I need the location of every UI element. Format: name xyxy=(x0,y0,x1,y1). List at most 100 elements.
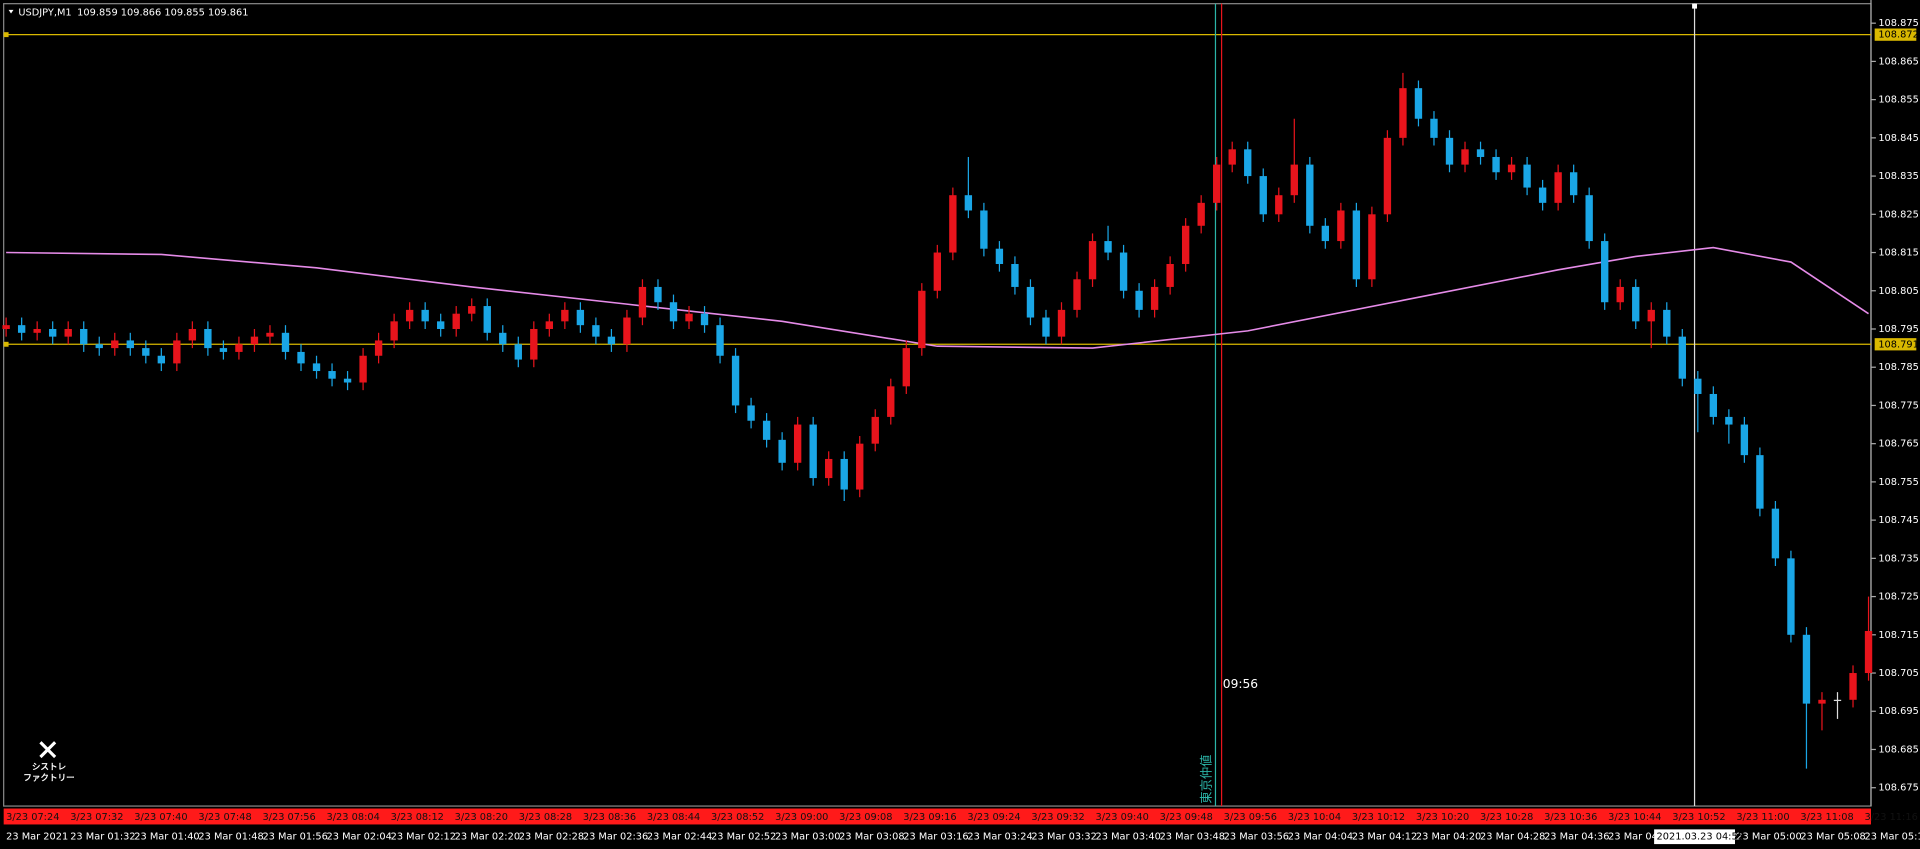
time-label: 3/23 08:44 xyxy=(647,812,700,823)
candle-body xyxy=(1601,241,1609,303)
candle-body xyxy=(778,439,786,463)
candle-body xyxy=(1585,195,1593,242)
candle-body xyxy=(297,351,305,364)
event-time: 09:56 xyxy=(1223,677,1258,691)
level-label: 108.872 xyxy=(1878,30,1918,41)
candle-body xyxy=(1150,286,1159,310)
date-label: 23 Mar 04:12 xyxy=(1352,832,1417,843)
y-tick-label: 108.815 xyxy=(1878,248,1918,259)
candle-body xyxy=(421,309,429,322)
date-label: 23 Mar 2021 xyxy=(6,832,68,843)
candle-body xyxy=(1166,264,1174,287)
candle-body xyxy=(157,355,166,364)
time-label: 3/23 09:24 xyxy=(967,812,1020,823)
date-label: 23 Mar 04:44 xyxy=(1608,832,1673,843)
date-label: 23 Mar 03:56 xyxy=(1224,832,1289,843)
candle-body xyxy=(1538,187,1547,203)
y-tick-label: 108.825 xyxy=(1878,209,1918,220)
logo-icon xyxy=(39,741,57,759)
time-label: 3/23 09:32 xyxy=(1031,812,1084,823)
date-label: 23 Mar 01:48 xyxy=(198,832,263,843)
candle-body xyxy=(1787,558,1795,635)
y-tick-label: 108.715 xyxy=(1878,630,1918,641)
candle-body xyxy=(1694,378,1702,394)
candle-body xyxy=(825,458,833,479)
time-label: 3/23 09:00 xyxy=(775,812,828,823)
date-label: 23 Mar 02:28 xyxy=(519,832,584,843)
candle-body xyxy=(1213,164,1221,203)
level-tag xyxy=(1874,338,1917,351)
candle-body xyxy=(1725,416,1733,425)
candle-body xyxy=(1756,455,1764,509)
time-label: 3/23 08:36 xyxy=(583,812,636,823)
candle-body xyxy=(281,332,290,352)
y-tick-label: 108.725 xyxy=(1878,592,1918,603)
candle-body xyxy=(266,332,274,337)
time-label: 3/23 08:28 xyxy=(519,812,572,823)
candle-body xyxy=(328,371,336,379)
candle-body xyxy=(856,443,864,490)
time-label: 3/23 09:40 xyxy=(1096,812,1149,823)
candle-body xyxy=(1833,699,1842,702)
candle-body xyxy=(359,355,367,383)
candle-body xyxy=(173,340,181,364)
candle-body xyxy=(1119,252,1128,291)
candle-body xyxy=(700,313,709,326)
candle-body xyxy=(1352,210,1361,280)
candle-body xyxy=(437,321,445,329)
date-label: 23 Mar 01:32 xyxy=(70,832,135,843)
level-handle xyxy=(3,341,9,347)
time-label: 3/23 11:00 xyxy=(1736,812,1789,823)
date-label: 23 Mar 01:40 xyxy=(134,832,199,843)
time-label: 3/23 09:56 xyxy=(1224,812,1277,823)
candle-body xyxy=(390,321,398,341)
candle-body xyxy=(592,325,600,337)
candle-body xyxy=(1523,164,1531,188)
candle-body xyxy=(1228,149,1236,165)
candle-body xyxy=(747,405,755,421)
date-label: 23 Mar 03:40 xyxy=(1096,832,1161,843)
logo-line: ファクトリー xyxy=(23,772,74,783)
candle-body xyxy=(250,336,259,345)
candle-body xyxy=(374,340,383,356)
time-label: 3/23 08:52 xyxy=(711,812,764,823)
candle-body xyxy=(918,290,926,349)
time-label: 3/23 08:04 xyxy=(327,812,380,823)
y-tick-label: 108.795 xyxy=(1878,324,1918,335)
time-label: 3/23 07:40 xyxy=(134,812,187,823)
time-label: 3/23 11:16 xyxy=(1864,812,1917,823)
y-tick-label: 108.765 xyxy=(1878,439,1918,450)
candle-body xyxy=(1492,156,1500,173)
candle-body xyxy=(1073,279,1081,310)
candle-body xyxy=(1042,317,1050,337)
candle-body xyxy=(1321,225,1330,242)
candle-body xyxy=(809,424,817,479)
candle-body xyxy=(343,378,352,383)
candle-body xyxy=(483,306,491,333)
tokyo-fix-label: 東京仲値 xyxy=(1198,755,1213,804)
candle-body xyxy=(452,313,460,329)
candle-body xyxy=(188,328,197,341)
candle-body xyxy=(530,328,538,360)
candle-body xyxy=(1616,286,1624,303)
quote: 109.859 109.866 109.855 109.861 xyxy=(77,7,248,18)
candle-body xyxy=(204,328,212,349)
time-label: 3/23 07:48 xyxy=(198,812,251,823)
candle-body xyxy=(1197,202,1205,226)
candle-body xyxy=(1849,673,1857,700)
time-label: 3/23 10:04 xyxy=(1288,812,1341,823)
candle-body xyxy=(1368,214,1376,280)
candle-body xyxy=(623,317,631,345)
y-tick-label: 108.705 xyxy=(1878,668,1918,679)
time-label: 3/23 10:20 xyxy=(1416,812,1469,823)
candle-body xyxy=(1088,241,1097,280)
date-label: 23 Mar 04:28 xyxy=(1480,832,1545,843)
logo-line: シストレ xyxy=(32,761,66,772)
moving-average xyxy=(6,246,1869,349)
candle-body xyxy=(933,252,942,291)
time-label: 3/23 07:32 xyxy=(70,812,123,823)
candle-body xyxy=(1864,630,1873,674)
level-handle xyxy=(3,32,9,38)
candle-body xyxy=(840,458,848,490)
